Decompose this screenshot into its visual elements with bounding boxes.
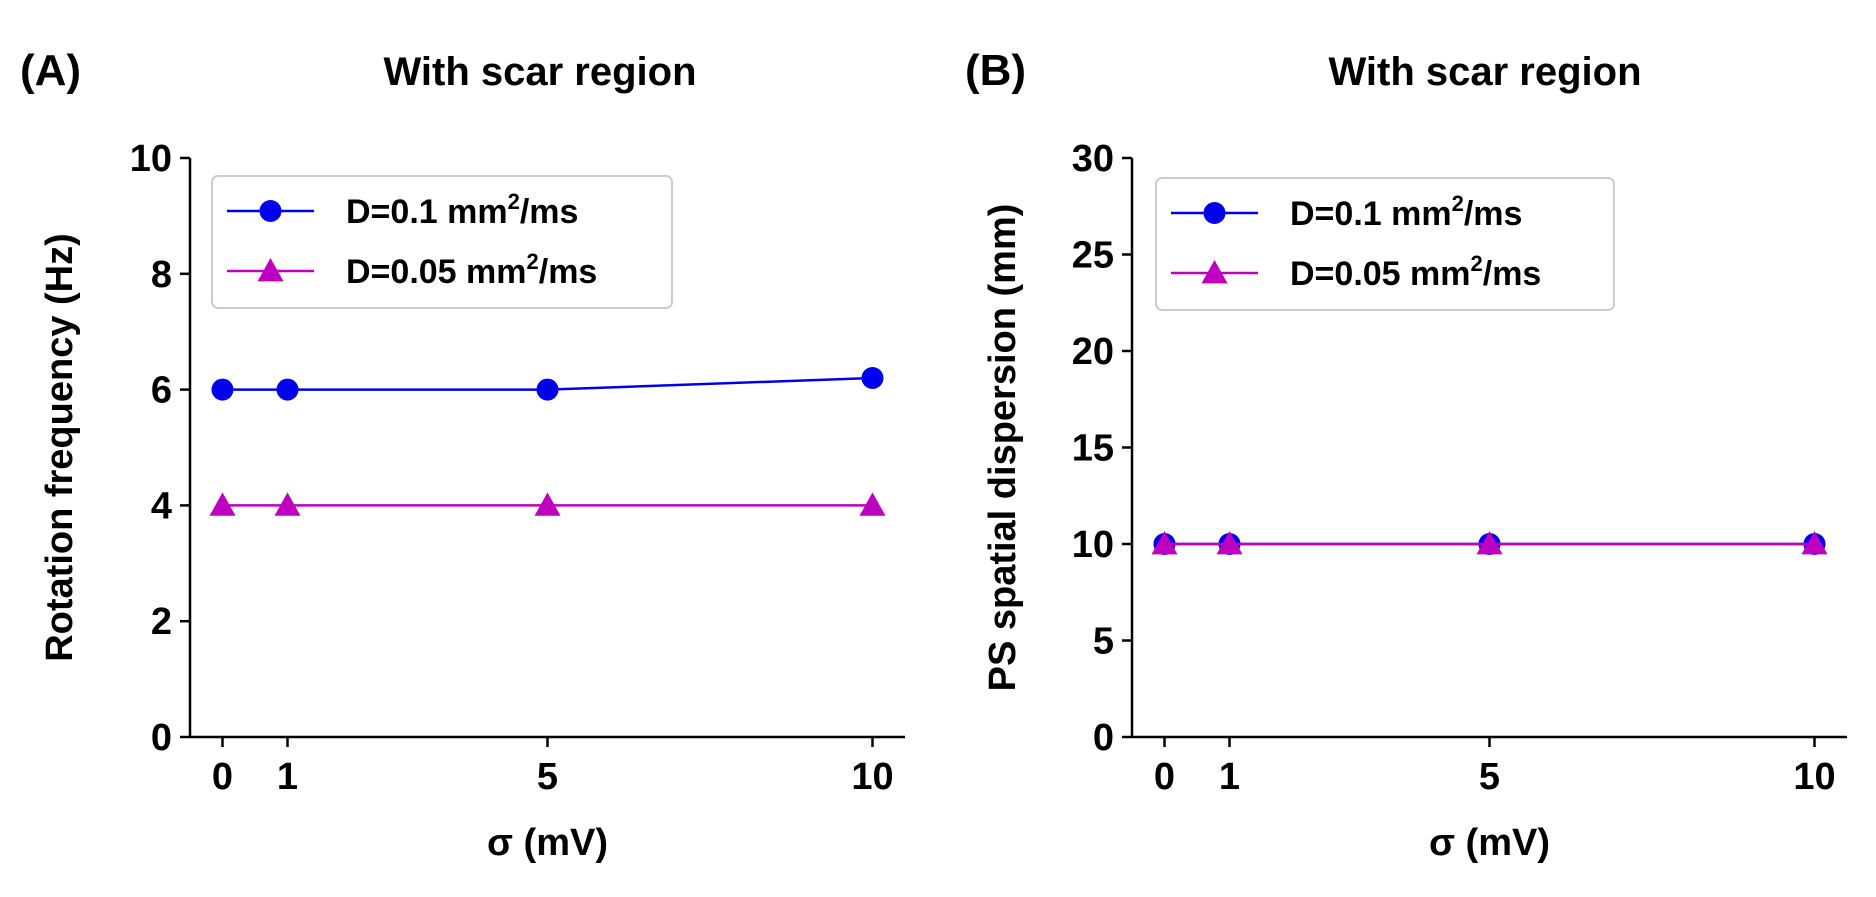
x-axis-label: σ (mV) [1429,822,1550,864]
y-tick-label: 20 [1072,331,1114,373]
y-tick-label: 10 [1072,524,1114,566]
legend-box [1155,177,1615,311]
y-tick-label: 2 [151,601,172,643]
data-point [274,492,301,516]
x-tick-label: 10 [1793,756,1835,798]
panel-label: (B) [965,46,1026,95]
legend: D=0.1 mm2/ms D=0.05 mm2/ms [1155,177,1615,311]
legend-marker [259,200,282,222]
series-2 [209,492,886,516]
legend-label: D=0.1 mm2/ms [1290,191,1522,233]
legend-marker [1203,202,1226,224]
legend: D=0.1 mm2/ms D=0.05 mm2/ms [211,175,673,309]
legend-marker [1201,260,1228,284]
x-tick-label: 0 [212,756,233,798]
data-point [209,492,236,516]
y-tick-label: 4 [151,485,172,527]
x-tick-label: 10 [851,756,893,798]
x-tick-label: 1 [1219,756,1240,798]
y-tick-label: 0 [151,717,172,759]
y-tick-label: 6 [151,370,172,412]
x-tick-label: 5 [1479,756,1500,798]
chart-title: With scar region [1328,50,1641,94]
data-point [1801,531,1828,555]
y-tick-label: 5 [1093,621,1114,663]
y-tick-label: 30 [1072,138,1114,180]
chart-title: With scar region [383,50,696,94]
panel-label: (A) [20,46,81,95]
series-line [222,376,873,391]
y-axis-label: PS spatial dispersion (mm) [982,204,1024,692]
y-tick-label: 8 [151,254,172,296]
x-tick-label: 0 [1154,756,1175,798]
data-point [536,378,559,401]
y-tick-label: 0 [1093,717,1114,759]
legend-label: D=0.1 mm2/ms [346,189,578,231]
y-tick-label: 25 [1072,235,1114,277]
legend-box [211,175,673,309]
legend-marker [257,258,284,282]
legend-label: D=0.05 mm2/ms [346,249,597,291]
data-point [1151,531,1178,555]
data-point [276,378,299,401]
data-point [859,492,886,516]
data-point [1216,531,1243,555]
legend-label: D=0.05 mm2/ms [1290,251,1541,293]
data-point [534,492,561,516]
y-axis-label: Rotation frequency (Hz) [39,233,81,662]
series-1 [211,367,884,401]
data-point [861,367,884,390]
data-point [211,378,234,401]
y-tick-label: 15 [1072,428,1114,470]
series-2 [1151,531,1828,555]
x-tick-label: 1 [277,756,298,798]
chart-panel-a: (A) With scar region 0 2 4 6 8 10 0 1 5 10 σ (mV) Rot… [20,46,905,864]
x-tick-label: 5 [537,756,558,798]
data-point [1476,531,1503,555]
x-axis-label: σ (mV) [487,822,608,864]
y-tick-label: 10 [130,138,172,180]
